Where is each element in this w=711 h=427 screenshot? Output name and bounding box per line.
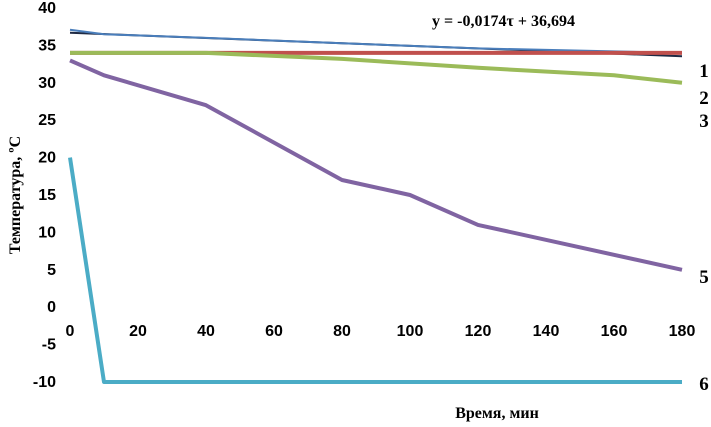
y-tick-label: 5 bbox=[47, 262, 56, 279]
x-tick-label: 180 bbox=[669, 323, 696, 340]
y-tick-label: -10 bbox=[33, 374, 56, 391]
x-tick-labels: 0 20 40 60 80 100 120 140 160 180 bbox=[66, 323, 696, 340]
series-line-trend-1 bbox=[69, 28, 683, 54]
y-tick-label: 25 bbox=[38, 112, 56, 129]
x-tick-label: 60 bbox=[265, 323, 283, 340]
y-tick-label: -5 bbox=[42, 337, 56, 354]
x-tick-label: 160 bbox=[601, 323, 628, 340]
y-tick-labels: -10 -5 0 5 10 15 20 25 30 35 40 bbox=[33, 0, 56, 391]
x-tick-label: 120 bbox=[465, 323, 492, 340]
y-axis-title: Температура, ºC bbox=[7, 136, 24, 254]
series-label-5: 5 bbox=[699, 267, 709, 288]
series-label-2: 2 bbox=[699, 88, 709, 109]
x-tick-label: 0 bbox=[66, 323, 75, 340]
y-tick-label: 20 bbox=[38, 150, 56, 167]
plot-lines bbox=[68, 28, 683, 384]
series-line-6 bbox=[68, 157, 682, 384]
trendline-equation: y = -0,0174τ + 36,694 bbox=[432, 13, 575, 30]
y-tick-label: 30 bbox=[38, 75, 56, 92]
y-tick-label: 35 bbox=[38, 37, 56, 54]
x-tick-label: 140 bbox=[533, 323, 560, 340]
series-label-1: 1 bbox=[699, 61, 709, 82]
series-label-6: 6 bbox=[699, 374, 709, 395]
y-tick-label: 0 bbox=[47, 299, 56, 316]
x-tick-label: 40 bbox=[197, 323, 215, 340]
y-tick-label: 10 bbox=[38, 224, 56, 241]
x-tick-label: 20 bbox=[129, 323, 147, 340]
series-end-labels: 1 23 5 6 bbox=[699, 61, 709, 395]
x-tick-label: 100 bbox=[397, 323, 424, 340]
y-tick-label: 40 bbox=[38, 0, 56, 17]
x-axis-title: Время, мин bbox=[455, 405, 539, 422]
y-tick-label: 15 bbox=[38, 187, 56, 204]
x-tick-label: 80 bbox=[333, 323, 351, 340]
series-line-5 bbox=[69, 58, 683, 272]
series-line-3 bbox=[70, 50, 683, 85]
series-label-3: 3 bbox=[699, 111, 709, 132]
